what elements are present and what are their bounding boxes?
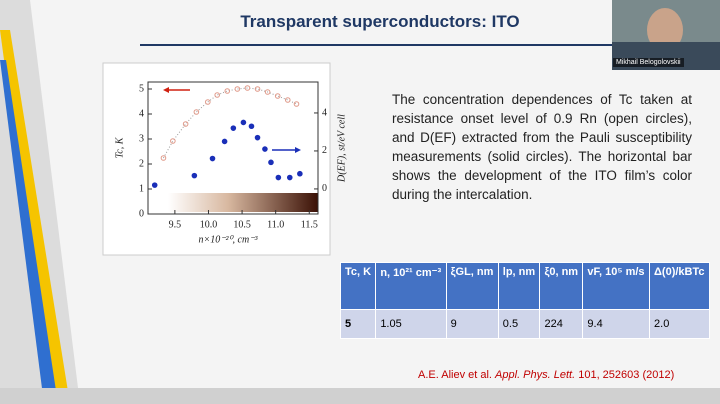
table-cell: 2.0 — [649, 309, 710, 339]
data-point — [221, 138, 228, 145]
data-point — [182, 121, 189, 127]
cite-authors: A.E. Aliev et al. — [418, 369, 492, 381]
table-header-cell: Tc, K — [339, 262, 377, 310]
table-cell: 9 — [445, 309, 499, 339]
y-tick-label: 3 — [139, 133, 144, 144]
figure-box — [102, 62, 331, 256]
x-tick-label: 9.5 — [169, 219, 182, 230]
data-point — [262, 146, 268, 152]
data-point — [234, 86, 241, 92]
plot-frame — [147, 81, 319, 215]
y2-tick-label: 4 — [322, 107, 327, 118]
x-tick-label: 11.0 — [267, 219, 284, 230]
x-tick-label: 10.5 — [233, 219, 251, 230]
data-point — [264, 89, 271, 95]
data-point — [193, 109, 200, 115]
table-cell: 9.4 — [582, 309, 651, 339]
table-header-cell: vF, 10⁵ m/s — [582, 262, 651, 310]
face — [647, 8, 683, 52]
data-point — [151, 182, 158, 188]
y-tick-label: 4 — [139, 108, 144, 119]
data-point — [244, 85, 251, 91]
table-cell: 1.05 — [375, 309, 447, 339]
citation: A.E. Aliev et al. Appl. Phys. Lett. 101,… — [418, 369, 674, 381]
data-point — [170, 138, 176, 144]
cite-journal: Appl. Phys. Lett. — [495, 369, 576, 381]
data-point — [286, 174, 293, 181]
data-point — [293, 101, 300, 107]
data-point — [274, 93, 281, 99]
x-tick-label: 10.0 — [200, 219, 218, 230]
data-point — [284, 97, 291, 103]
data-point — [248, 123, 255, 130]
table-cell: 224 — [539, 309, 584, 339]
data-point — [191, 172, 198, 179]
y2-tick-label: 0 — [322, 183, 327, 194]
toolbar — [0, 388, 720, 404]
x-tick-label: 11.5 — [301, 219, 318, 230]
y2-axis-label: D(EF), st/eV cell — [336, 114, 347, 183]
arrow-head — [295, 147, 301, 153]
data-point — [214, 92, 221, 98]
y-tick-label: 1 — [139, 183, 144, 194]
table-cell: 5 — [339, 309, 377, 339]
table-header-cell: ξGL, nm — [445, 262, 499, 310]
table-row: 5 1.05 9 0.5 224 9.4 2.0 — [339, 309, 710, 339]
y-tick-label: 5 — [139, 83, 144, 94]
data-point — [240, 119, 247, 126]
table-header-cell: n, 10²¹ cm⁻³ — [375, 262, 447, 310]
cite-ref: 101, 252603 (2012) — [578, 369, 675, 381]
data-point — [205, 99, 211, 105]
data-point — [160, 155, 167, 161]
x-axis-label: n×10⁻²⁰, cm⁻³ — [199, 234, 259, 245]
data-point — [224, 88, 231, 94]
color-bar — [168, 193, 318, 212]
table-header-cell: lp, nm — [497, 262, 541, 310]
data-point — [209, 155, 216, 162]
arrow-head — [163, 87, 169, 93]
series-line — [163, 87, 297, 159]
slide-title: Transparent superconductors: ITO — [240, 12, 520, 31]
table-header-cell: Δ(0)/kBTc — [649, 262, 710, 310]
data-point — [297, 170, 303, 177]
data-point — [268, 159, 274, 166]
data-point — [254, 86, 261, 92]
y-tick-label: 2 — [139, 158, 144, 169]
description: The concentration dependences of Tc take… — [392, 92, 692, 202]
table-cell: 0.5 — [497, 309, 541, 339]
y-axis-label: Tc, K — [114, 136, 125, 158]
data-point — [275, 174, 282, 181]
data-point — [230, 125, 237, 131]
stripe — [0, 60, 58, 404]
speaker-name: Mikhail Belogolovskii — [613, 58, 684, 67]
table-header-cell: ξ0, nm — [539, 262, 584, 310]
y2-tick-label: 2 — [322, 145, 327, 156]
y-tick-label: 0 — [139, 208, 144, 219]
data-point — [254, 134, 261, 141]
stripe — [0, 30, 70, 404]
